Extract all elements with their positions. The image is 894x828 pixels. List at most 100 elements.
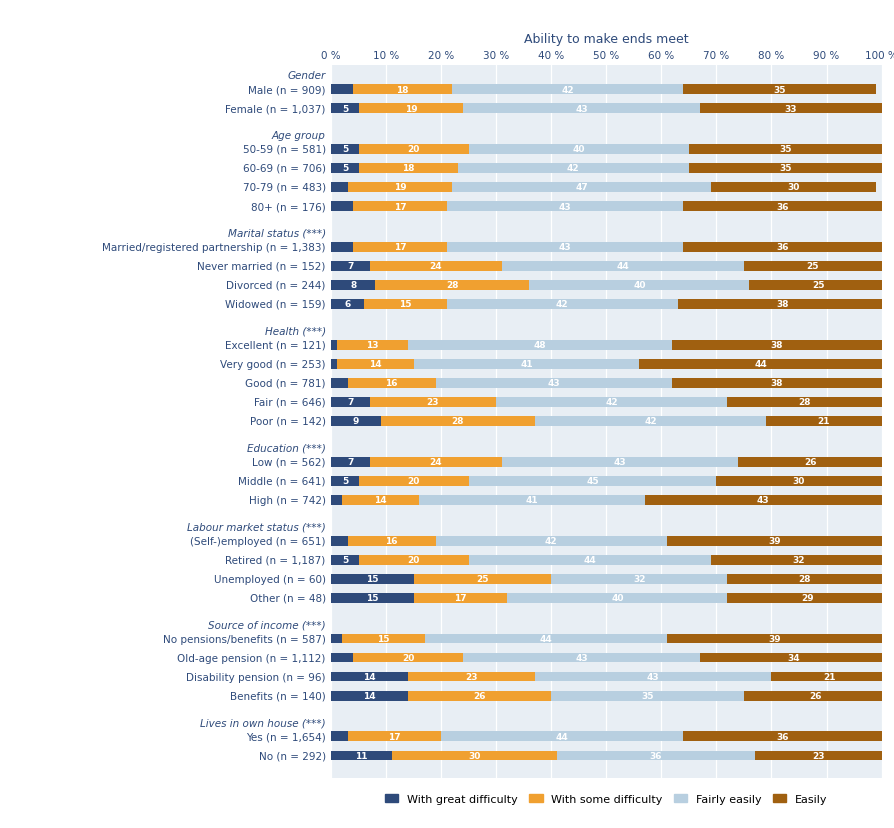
Text: 42: 42 — [605, 397, 618, 407]
Bar — [336, 340, 408, 350]
Text: 5: 5 — [342, 164, 348, 173]
Text: 14: 14 — [363, 672, 375, 681]
Text: 14: 14 — [368, 360, 381, 368]
Bar — [710, 555, 886, 565]
Text: 18: 18 — [396, 85, 409, 94]
Bar — [688, 145, 881, 155]
Bar — [369, 457, 502, 467]
Bar — [358, 164, 457, 174]
Text: Widowed (n = 159): Widowed (n = 159) — [225, 300, 325, 310]
Bar — [727, 593, 886, 603]
X-axis label: Ability to make ends meet: Ability to make ends meet — [524, 33, 687, 46]
Bar — [331, 476, 358, 486]
Text: 33: 33 — [784, 104, 797, 113]
Text: 43: 43 — [558, 243, 570, 252]
Bar — [699, 104, 881, 114]
Bar — [468, 555, 710, 565]
Bar — [535, 672, 771, 681]
Text: 35: 35 — [778, 145, 790, 154]
Text: Excellent (n = 121): Excellent (n = 121) — [224, 340, 325, 350]
Bar — [331, 378, 347, 388]
Text: Low (n = 562): Low (n = 562) — [252, 457, 325, 467]
Text: 7: 7 — [347, 458, 353, 467]
Bar — [380, 416, 535, 426]
Text: 25: 25 — [805, 262, 818, 271]
Text: Middle (n = 641): Middle (n = 641) — [238, 476, 325, 486]
Bar — [425, 633, 666, 643]
Bar — [468, 145, 688, 155]
Bar — [535, 416, 765, 426]
Text: 15: 15 — [366, 575, 378, 584]
Bar — [683, 732, 881, 742]
Text: 43: 43 — [646, 672, 659, 681]
Bar — [331, 359, 336, 369]
Bar — [353, 85, 451, 95]
Text: 5: 5 — [342, 556, 348, 565]
Text: 36: 36 — [775, 732, 788, 741]
Bar — [331, 183, 347, 193]
Bar — [331, 652, 353, 662]
Bar — [688, 164, 881, 174]
Bar — [358, 104, 463, 114]
Text: 47: 47 — [575, 183, 587, 192]
Text: 42: 42 — [544, 537, 557, 546]
Bar — [358, 476, 468, 486]
Text: 30: 30 — [787, 183, 799, 192]
Bar — [551, 691, 743, 700]
Text: 21: 21 — [822, 672, 835, 681]
Text: 17: 17 — [393, 202, 406, 211]
Bar — [408, 672, 535, 681]
Bar — [331, 281, 375, 291]
Text: 39: 39 — [767, 634, 780, 643]
Bar — [765, 416, 881, 426]
Text: 28: 28 — [797, 397, 810, 407]
Text: Other (n = 48): Other (n = 48) — [249, 593, 325, 603]
Bar — [358, 555, 468, 565]
Text: 29: 29 — [800, 594, 813, 603]
Bar — [331, 243, 353, 253]
Bar — [495, 397, 727, 407]
Text: 25: 25 — [476, 575, 488, 584]
Text: Male (n = 909): Male (n = 909) — [248, 85, 325, 95]
Text: 17: 17 — [453, 594, 467, 603]
Text: 18: 18 — [401, 164, 414, 173]
Bar — [331, 555, 358, 565]
Text: 41: 41 — [525, 496, 538, 504]
Text: 30: 30 — [792, 477, 805, 486]
Bar — [666, 536, 881, 546]
Text: 8: 8 — [350, 281, 356, 290]
Bar — [457, 164, 688, 174]
Bar — [331, 536, 347, 546]
Bar — [727, 397, 881, 407]
Text: Age group: Age group — [272, 131, 325, 141]
Bar — [710, 183, 875, 193]
Text: Source of income (***): Source of income (***) — [207, 619, 325, 629]
Text: 23: 23 — [465, 672, 477, 681]
Bar — [331, 495, 342, 505]
Bar — [408, 691, 551, 700]
Bar — [331, 300, 364, 310]
Bar — [451, 85, 683, 95]
Text: 43: 43 — [547, 379, 560, 388]
Text: 34: 34 — [787, 653, 799, 662]
Text: 32: 32 — [792, 556, 805, 565]
Text: Never married (n = 152): Never married (n = 152) — [197, 262, 325, 272]
Bar — [331, 751, 392, 760]
Text: 40: 40 — [572, 145, 585, 154]
Bar — [331, 633, 342, 643]
Text: 26: 26 — [473, 691, 485, 700]
Text: Benefits (n = 140): Benefits (n = 140) — [230, 691, 325, 700]
Text: 20: 20 — [401, 653, 414, 662]
Text: Health (***): Health (***) — [265, 326, 325, 336]
Text: 9: 9 — [352, 416, 358, 426]
Text: 45: 45 — [586, 477, 598, 486]
Bar — [331, 104, 358, 114]
Text: Disability pension (n = 96): Disability pension (n = 96) — [186, 672, 325, 681]
Legend: With great difficulty, With some difficulty, Fairly easily, Easily: With great difficulty, With some difficu… — [380, 789, 831, 808]
Bar — [413, 359, 638, 369]
Bar — [331, 85, 353, 95]
Text: 43: 43 — [613, 458, 626, 467]
Text: 16: 16 — [385, 379, 398, 388]
Text: Poor (n = 142): Poor (n = 142) — [249, 416, 325, 426]
Bar — [671, 378, 881, 388]
